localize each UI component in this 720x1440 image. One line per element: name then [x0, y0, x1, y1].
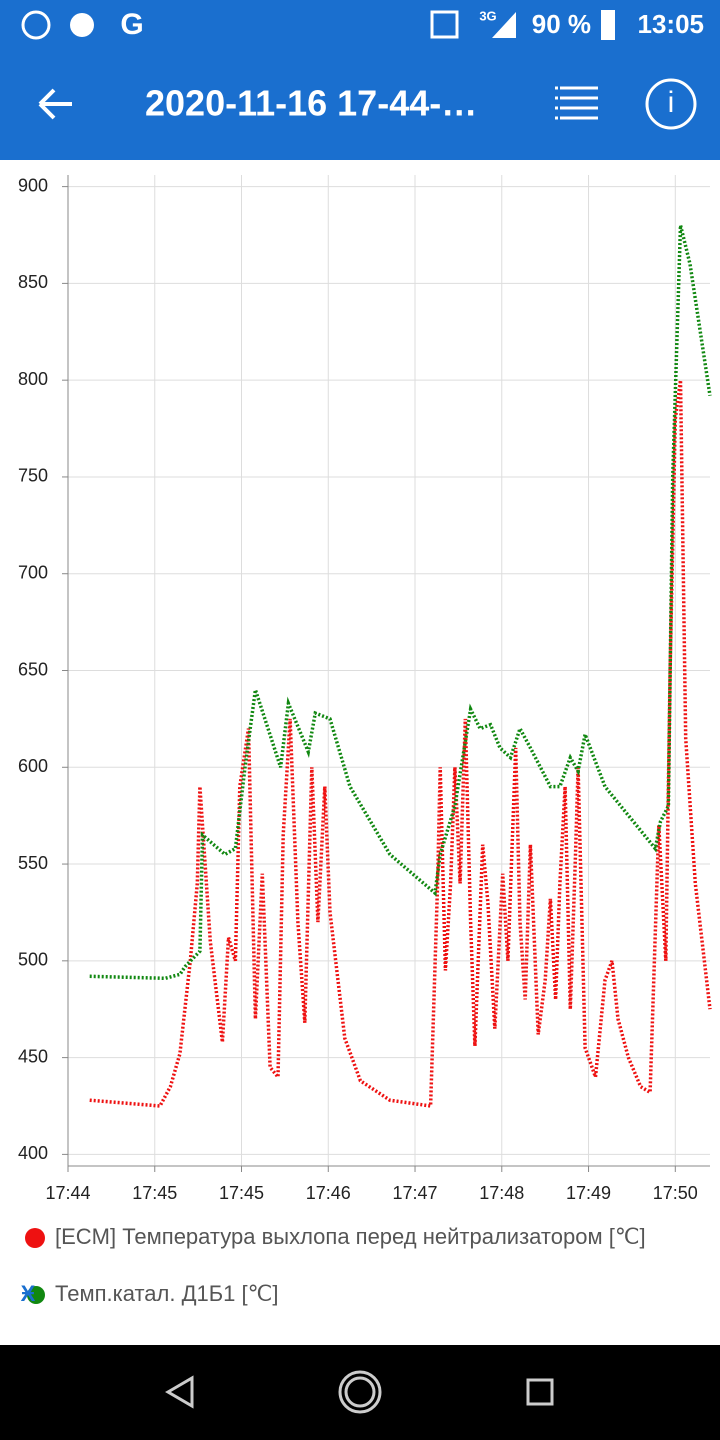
info-glyph[interactable]: i: [668, 86, 675, 119]
clock: 13:05: [638, 9, 705, 39]
signal-icon: [492, 12, 516, 38]
legend-label: Темп.катал. Д1Б1 [℃]: [55, 1281, 278, 1306]
y-tick-label: 450: [18, 1046, 48, 1066]
y-tick-label: 850: [18, 272, 48, 292]
nav-home-inner[interactable]: [344, 1376, 376, 1408]
legend-label: [ECM] Температура выхлопа перед нейтрали…: [55, 1224, 646, 1249]
x-tick-label: 17:48: [479, 1183, 524, 1203]
plot: 400 450 500 550 600 650 700 750 800 850 900 17:44 17…: [18, 175, 712, 1306]
network-type: 3G: [479, 8, 496, 23]
legend-marker: [27, 1286, 45, 1304]
back-button[interactable]: [38, 88, 72, 120]
legend-marker-glyph: Ӿ: [21, 1281, 36, 1306]
nfc-icon: [430, 10, 459, 39]
app-bar: [0, 0, 720, 160]
x-tick-label: 17:49: [566, 1183, 611, 1203]
x-tick-label: 17:45: [219, 1183, 264, 1203]
x-tick-label: 17:50: [653, 1183, 698, 1203]
x-tick-label: 17:44: [45, 1183, 90, 1203]
notification-icon: [70, 13, 94, 37]
nav-recent[interactable]: [526, 1378, 554, 1406]
y-tick-label: 400: [18, 1143, 48, 1163]
nav-bar: [0, 1345, 720, 1440]
battery-icon: [601, 10, 615, 40]
y-tick-label: 500: [18, 950, 48, 970]
series-line: [89, 224, 712, 981]
list-button[interactable]: [555, 86, 598, 120]
legend-marker: [25, 1228, 45, 1248]
y-tick-label: 900: [18, 175, 48, 195]
y-tick-label: 550: [18, 853, 48, 873]
y-tick-label: 700: [18, 562, 48, 582]
y-tick-label: 600: [18, 756, 48, 776]
x-tick-label: 17:45: [132, 1183, 177, 1203]
whatsapp-icon: [21, 10, 51, 40]
y-tick-label: 650: [18, 659, 48, 679]
back-arrow[interactable]: [38, 88, 72, 120]
series-line: [89, 379, 712, 1109]
y-tick-label: 750: [18, 466, 48, 486]
nav-back[interactable]: [165, 1375, 194, 1409]
x-tick-label: 17:47: [393, 1183, 438, 1203]
info-button[interactable]: i: [645, 78, 697, 130]
info-icon[interactable]: [645, 78, 697, 130]
list-icon[interactable]: [555, 86, 598, 120]
google-icon: G: [120, 8, 143, 41]
y-tick-label: 800: [18, 369, 48, 389]
screen-title: 2020-11-16 17-44-…: [145, 83, 477, 124]
battery-level: 90 %: [532, 9, 591, 39]
nav-home[interactable]: [338, 1370, 382, 1414]
x-tick-label: 17:46: [306, 1183, 351, 1203]
